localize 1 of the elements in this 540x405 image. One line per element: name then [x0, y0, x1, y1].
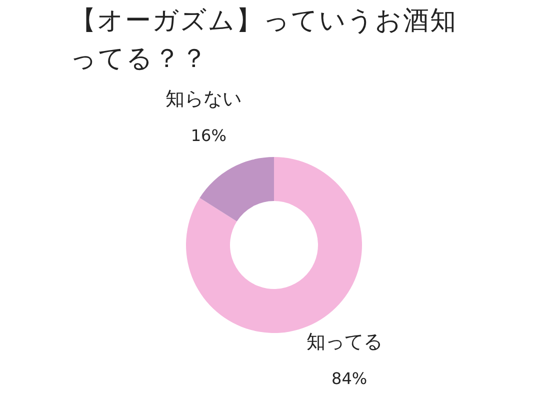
title: 【オーガズム】っていうお酒知ってる？？	[70, 5, 458, 76]
